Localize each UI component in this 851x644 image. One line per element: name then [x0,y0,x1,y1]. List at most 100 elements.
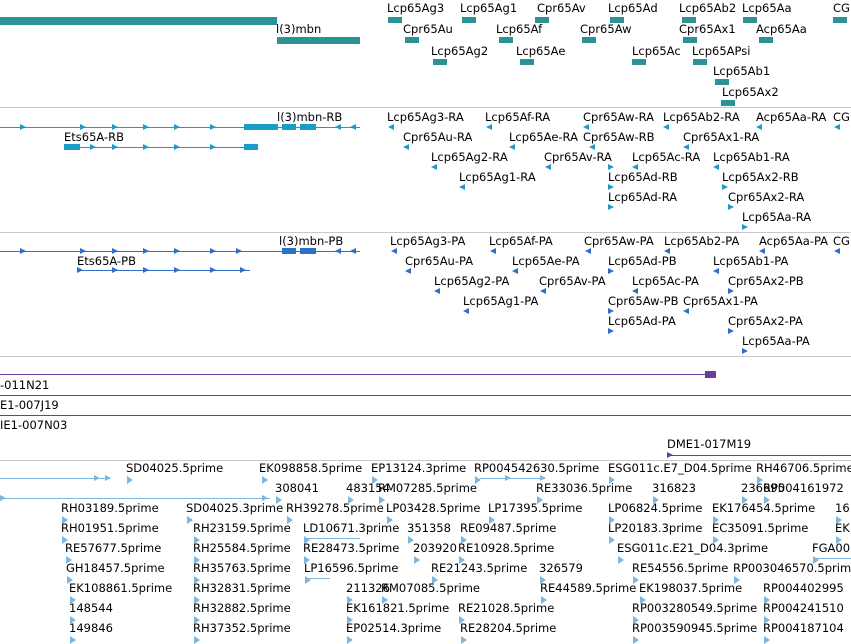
feature-label[interactable]: RP003046570.5prime [733,561,851,575]
feature-block[interactable] [405,37,419,43]
feature-label[interactable]: Lcp65Ae-PA [512,254,580,268]
feature-label[interactable]: Lcp65Ad-PB [608,254,677,268]
feature-label[interactable]: RH37352.5prime [193,621,291,635]
est-marker[interactable] [372,476,378,484]
est-marker[interactable] [348,496,354,504]
feature-label[interactable]: RM07285.5prime [378,481,477,495]
feature-label[interactable]: SD04025.3prime [186,501,284,515]
feature-label[interactable]: RH25584.5prime [193,541,291,555]
est-marker[interactable] [764,596,770,604]
feature-label[interactable]: RH23159.5prime [193,521,291,535]
feature-label[interactable]: Lcp65Ab1 [713,64,771,78]
feature-label[interactable]: RE28204.5prime [460,621,557,635]
feature-label[interactable]: Cpr65Au-RA [403,130,473,144]
est-marker[interactable] [764,496,770,504]
est-marker[interactable] [432,576,438,584]
feature-label[interactable]: Lcp65Aa-RA [742,210,812,224]
feature-label[interactable]: RE44589.5prime [540,581,637,595]
feature-label[interactable]: RH32882.5prime [193,601,291,615]
est-marker[interactable] [66,556,72,564]
feature-block[interactable] [833,17,847,23]
feature-label[interactable]: Lcp65Ag3-PA [390,234,466,248]
feature-label[interactable]: RE57677.5prime [65,541,162,555]
feature-block[interactable] [682,17,696,23]
feature-block[interactable] [282,124,296,130]
est-marker[interactable] [194,616,200,624]
feature-label[interactable]: Cpr65Ax2-PB [728,274,804,288]
feature-label[interactable]: RH01951.5prime [61,521,159,535]
feature-label[interactable]: Lcp65Ax2 [722,85,779,99]
est-marker[interactable] [489,516,495,524]
feature-label[interactable]: -011N21 [0,378,50,392]
feature-label[interactable]: 211326 [346,581,390,595]
est-marker[interactable] [633,576,639,584]
feature-label[interactable]: Acp65Aa-RA [756,110,827,124]
est-marker[interactable] [461,536,467,544]
feature-label[interactable]: Lcp65Ag1-RA [459,170,536,184]
feature-label[interactable]: CG [833,110,850,124]
est-marker[interactable] [408,536,414,544]
feature-label[interactable]: Lcp65Ad [608,1,658,15]
feature-label[interactable]: Lcp65APsi [692,44,751,58]
feature-block[interactable] [282,248,296,254]
est-marker[interactable] [70,636,76,644]
feature-label[interactable]: RP003280549.5prime [632,601,758,615]
feature-label[interactable]: RE10928.5prime [458,541,555,555]
feature-label[interactable]: RP004187104 [763,621,844,635]
est-marker[interactable] [640,596,646,604]
est-marker[interactable] [540,576,546,584]
feature-label[interactable]: Cpr65Ax1-PA [683,294,758,308]
feature-block[interactable] [520,59,534,65]
feature-label[interactable]: Cpr65Ax2-PA [728,314,803,328]
feature-label[interactable]: Cpr65Aw-PA [584,234,654,248]
feature-label[interactable]: E1-007J19 [0,398,59,412]
feature-label[interactable]: Lcp65Ad-RB [608,170,678,184]
feature-label[interactable]: IE1-007N03 [0,418,68,432]
feature-label[interactable]: EP13124.3prime [371,461,467,475]
feature-line[interactable] [0,251,360,252]
est-marker[interactable] [379,496,385,504]
feature-label[interactable]: Lcp65Ab2 [679,1,737,15]
feature-line[interactable] [480,478,545,479]
feature-label[interactable]: EK098858.5prime [259,461,363,475]
feature-label[interactable]: Lcp65Ag1 [460,1,518,15]
feature-block[interactable] [705,371,716,378]
est-marker[interactable] [127,476,133,484]
feature-label[interactable]: Acp65Aa-PA [759,234,829,248]
feature-label[interactable]: RE28473.5prime [303,541,400,555]
feature-label[interactable]: 203920 [413,541,457,555]
est-marker[interactable] [70,616,76,624]
feature-block[interactable] [433,59,447,65]
feature-label[interactable]: EK [835,521,850,535]
feature-label[interactable]: Cpr65Av [537,1,586,15]
feature-block[interactable] [300,248,316,254]
feature-label[interactable]: Lcp65Af-PA [489,234,553,248]
feature-label[interactable]: Cpr65Ax1-RA [683,130,760,144]
est-marker[interactable] [194,576,200,584]
feature-label[interactable]: Lcp65Ag1-PA [463,294,539,308]
feature-label[interactable]: RP004402995 [763,581,844,595]
feature-label[interactable]: 483154 [346,481,390,495]
feature-label[interactable]: Cpr65Av-PA [539,274,606,288]
est-marker[interactable] [764,616,770,624]
feature-label[interactable]: Lcp65Ag3 [387,1,445,15]
feature-label[interactable]: RP004161972 [763,481,844,495]
feature-label[interactable]: RH32831.5prime [193,581,291,595]
feature-line[interactable] [667,455,851,456]
feature-label[interactable]: DME1-017M19 [667,437,752,451]
feature-label[interactable]: Lcp65Ag2-PA [434,274,510,288]
feature-label[interactable]: RE21028.5prime [458,601,555,615]
feature-label[interactable]: l(3)mbn-RB [277,110,343,124]
est-marker[interactable] [618,556,624,564]
est-marker[interactable] [305,576,311,584]
feature-label[interactable]: Acp65Aa [756,22,807,36]
feature-line[interactable] [64,147,258,148]
feature-label[interactable]: Cpr65Aw-RA [583,110,655,124]
feature-block[interactable] [743,17,757,23]
est-marker[interactable] [347,596,353,604]
feature-label[interactable]: Lcp65Aa [742,1,792,15]
est-marker[interactable] [304,536,310,544]
feature-label[interactable]: RE21243.5prime [431,561,528,575]
feature-block[interactable] [244,124,278,130]
feature-label[interactable]: Cpr65Ax2-RA [728,190,805,204]
